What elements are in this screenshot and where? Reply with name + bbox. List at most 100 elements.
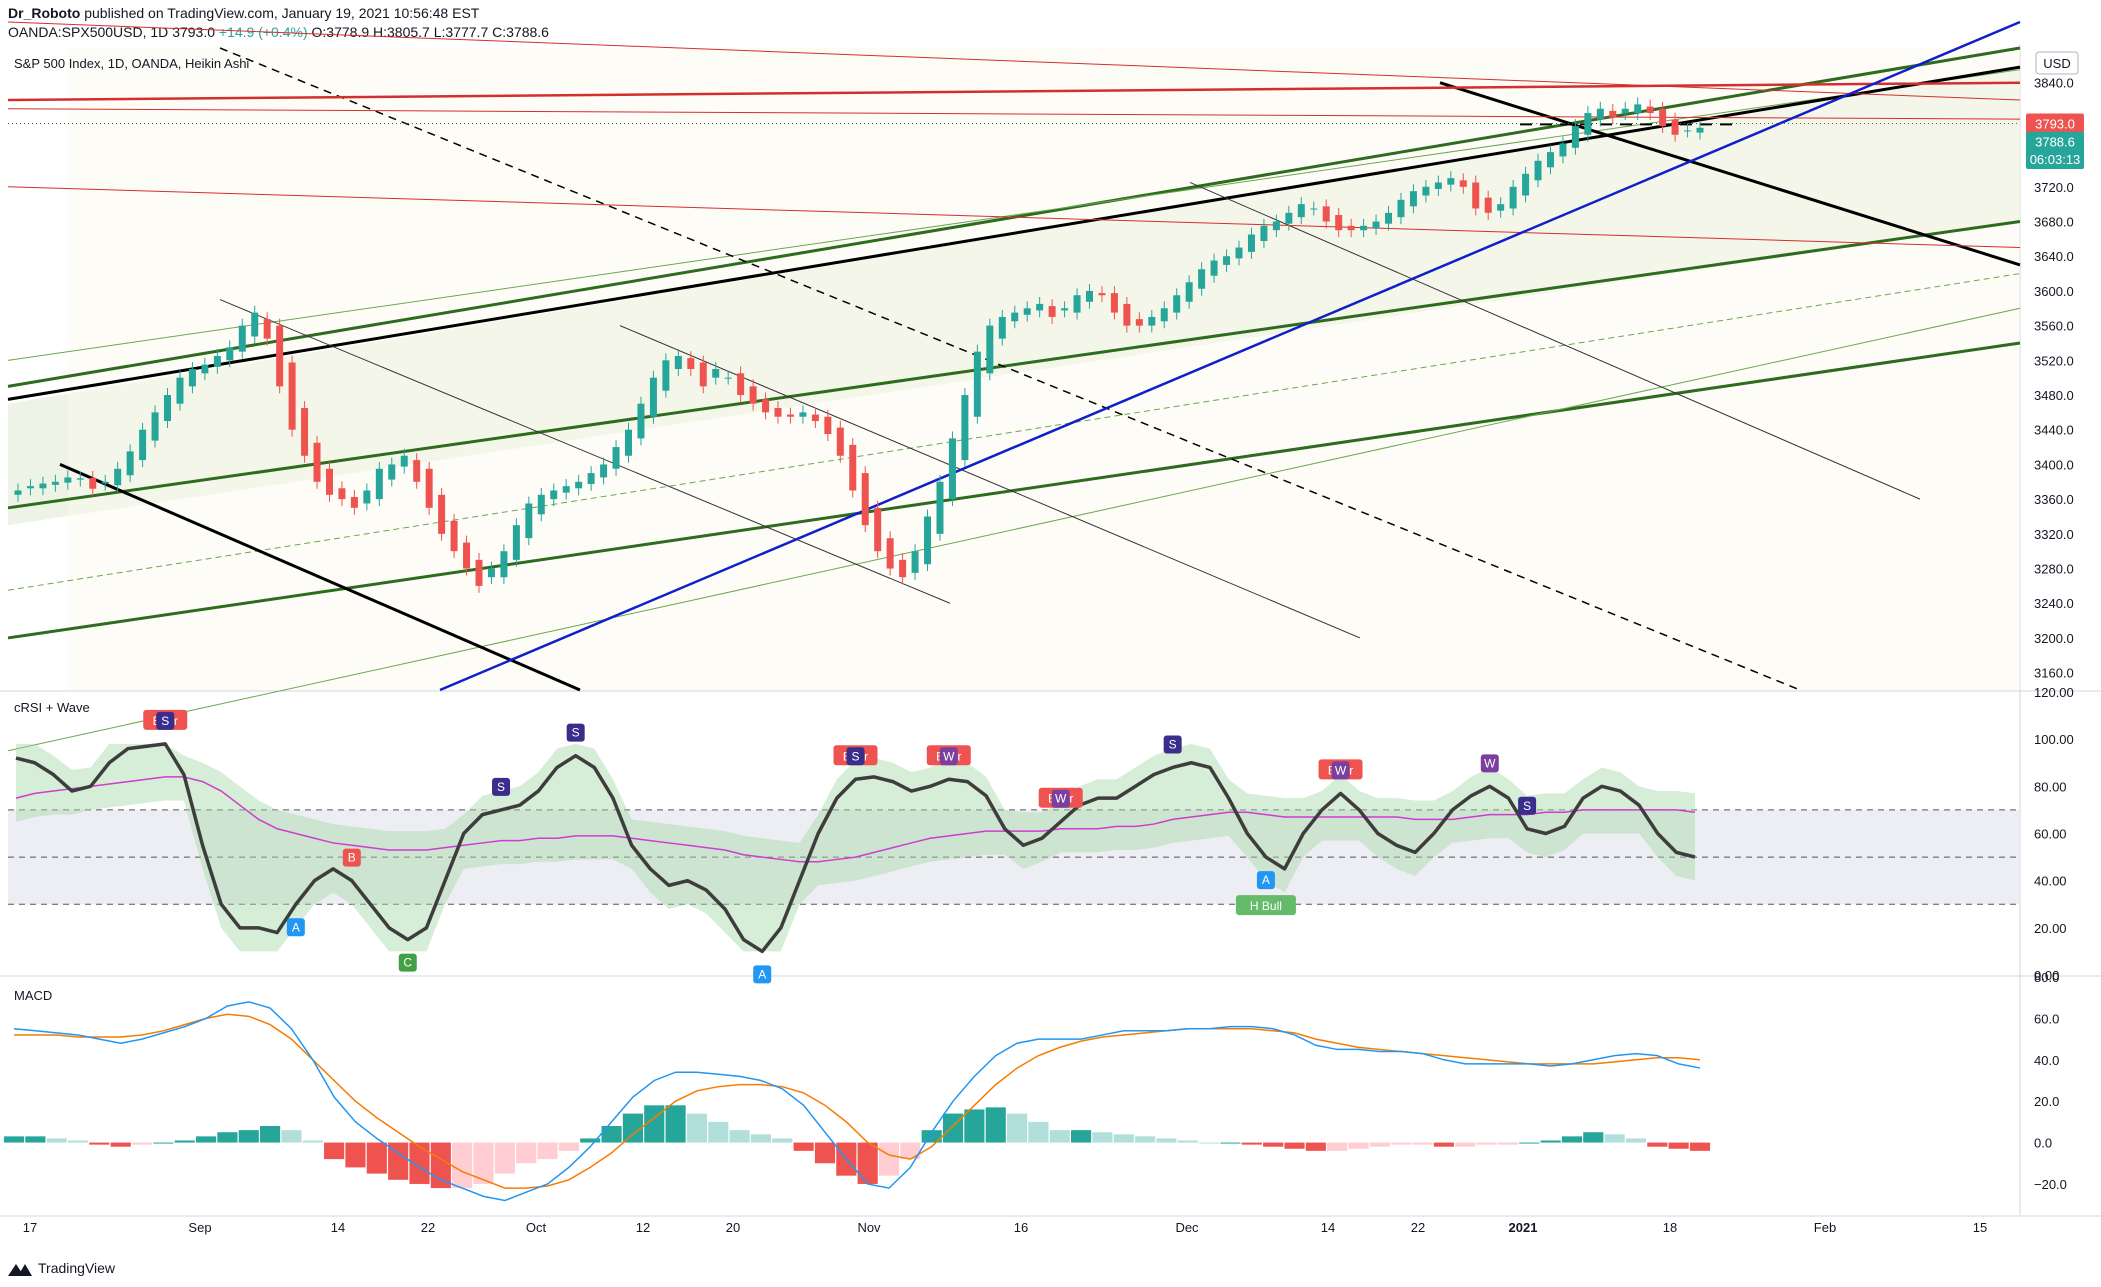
macd-histogram-bar	[1476, 1142, 1497, 1145]
crsi-annotation-label: S	[497, 780, 505, 794]
price-tag	[2026, 131, 2084, 152]
price-tick-label: 3480.0	[2034, 388, 2074, 403]
candle	[1659, 108, 1667, 127]
macd-histogram-bar	[1263, 1142, 1284, 1147]
candle	[1372, 221, 1380, 229]
macd-histogram-bar	[409, 1142, 430, 1184]
candle	[89, 477, 97, 489]
candle	[986, 325, 994, 374]
candle	[475, 559, 483, 586]
price-tick-label: 3600.0	[2034, 284, 2074, 299]
candle	[1160, 308, 1168, 322]
price-tick-label: 3320.0	[2034, 527, 2074, 542]
crsi-annotation-box	[846, 747, 865, 766]
price-tick-label: 3160.0	[2034, 666, 2074, 681]
candle	[1235, 247, 1243, 259]
macd-histogram-bar	[580, 1138, 601, 1143]
macd-histogram-bar	[1006, 1113, 1028, 1143]
macd-histogram-bar	[857, 1142, 878, 1184]
macd-histogram-bar	[260, 1126, 281, 1143]
price-tick-label: 3680.0	[2034, 215, 2074, 230]
time-tick-label: 15	[1973, 1220, 1987, 1235]
candle	[388, 464, 396, 480]
candle	[450, 520, 458, 552]
macd-tick-label: 40.0	[2034, 1053, 2059, 1068]
candle	[263, 319, 271, 339]
price-tick-label: 3840.0	[2034, 76, 2074, 91]
macd-histogram-bar	[174, 1140, 195, 1143]
candle	[1085, 290, 1093, 302]
candle	[811, 414, 819, 422]
thin-green-lower	[7, 307, 2021, 752]
candle	[350, 496, 358, 508]
candle	[1634, 104, 1642, 114]
macd-histogram-bar	[1177, 1140, 1198, 1143]
candle	[1223, 256, 1231, 265]
macd-histogram-bar	[473, 1142, 494, 1184]
macd-histogram-bar	[345, 1142, 366, 1168]
candle	[1447, 178, 1455, 185]
candle	[1459, 180, 1467, 187]
macd-histogram-bar	[772, 1138, 793, 1143]
tradingview-brand[interactable]: TradingView	[8, 1256, 115, 1280]
thin-green-line	[7, 69, 2021, 361]
macd-tick-label: −20.0	[2034, 1177, 2067, 1192]
macd-histogram-bar	[1071, 1130, 1092, 1143]
macd-histogram-bar	[1220, 1142, 1241, 1144]
range-fill	[68, 48, 2020, 690]
candle	[201, 364, 209, 374]
macd-tick-label: 80.0	[2034, 970, 2059, 985]
candle	[861, 473, 869, 526]
price-tick-label: 3360.0	[2034, 492, 2074, 507]
macd-histogram-bar	[1369, 1142, 1390, 1147]
candle	[1397, 199, 1405, 218]
macd-tick-label: 0.0	[2034, 1136, 2052, 1151]
candle	[363, 490, 371, 504]
macd-histogram-bar	[1199, 1142, 1220, 1144]
price-tag	[2026, 113, 2084, 134]
candle	[786, 414, 794, 417]
candle	[1036, 303, 1044, 311]
crsi-signal-line	[15, 776, 1696, 863]
time-tick-label: 22	[1411, 1220, 1425, 1235]
candle	[550, 490, 558, 500]
price-chart-title: S&P 500 Index, 1D, OANDA, Heikin Ashi	[14, 56, 249, 71]
macd-histogram-bar	[25, 1136, 46, 1143]
macd-histogram-bar	[217, 1132, 238, 1143]
candle	[463, 542, 471, 569]
candle	[612, 447, 620, 469]
macd-histogram-bar	[1284, 1142, 1305, 1149]
macd-histogram-bar	[1241, 1142, 1262, 1145]
time-tick-label: 16	[1014, 1220, 1028, 1235]
price-tag-label: 06:03:13	[2030, 152, 2081, 167]
crsi-annotation-label: S	[1523, 799, 1531, 813]
candle	[1297, 204, 1305, 218]
candle	[724, 377, 732, 379]
macd-histogram-bar	[1156, 1138, 1177, 1143]
price-tag	[2026, 149, 2084, 170]
crsi-annotation-box	[1235, 895, 1296, 916]
macd-histogram-bar	[302, 1140, 323, 1143]
candle	[1110, 293, 1118, 313]
macd-histogram-bar	[131, 1142, 153, 1145]
crsi-annotation-box	[1518, 796, 1537, 815]
candle	[886, 538, 894, 569]
candle	[1546, 152, 1554, 168]
thin-black-line	[219, 299, 951, 604]
candle	[699, 362, 707, 387]
candle	[973, 351, 981, 417]
author-name[interactable]: Dr_Roboto	[8, 5, 81, 21]
publish-info: published on TradingView.com, January 19…	[84, 5, 480, 21]
tradingview-logo-icon	[8, 1260, 32, 1276]
macd-histogram-bar	[67, 1140, 89, 1143]
crsi-annotation-label: A	[292, 920, 300, 934]
red-horizontal-line	[7, 81, 2021, 102]
macd-histogram-bar	[1604, 1134, 1625, 1143]
crsi-annotation-label: W	[1335, 763, 1347, 777]
candle	[1135, 319, 1143, 326]
candle	[587, 473, 595, 484]
candle	[425, 468, 433, 508]
macd-histogram-bar	[793, 1142, 814, 1151]
candle	[1023, 308, 1031, 315]
